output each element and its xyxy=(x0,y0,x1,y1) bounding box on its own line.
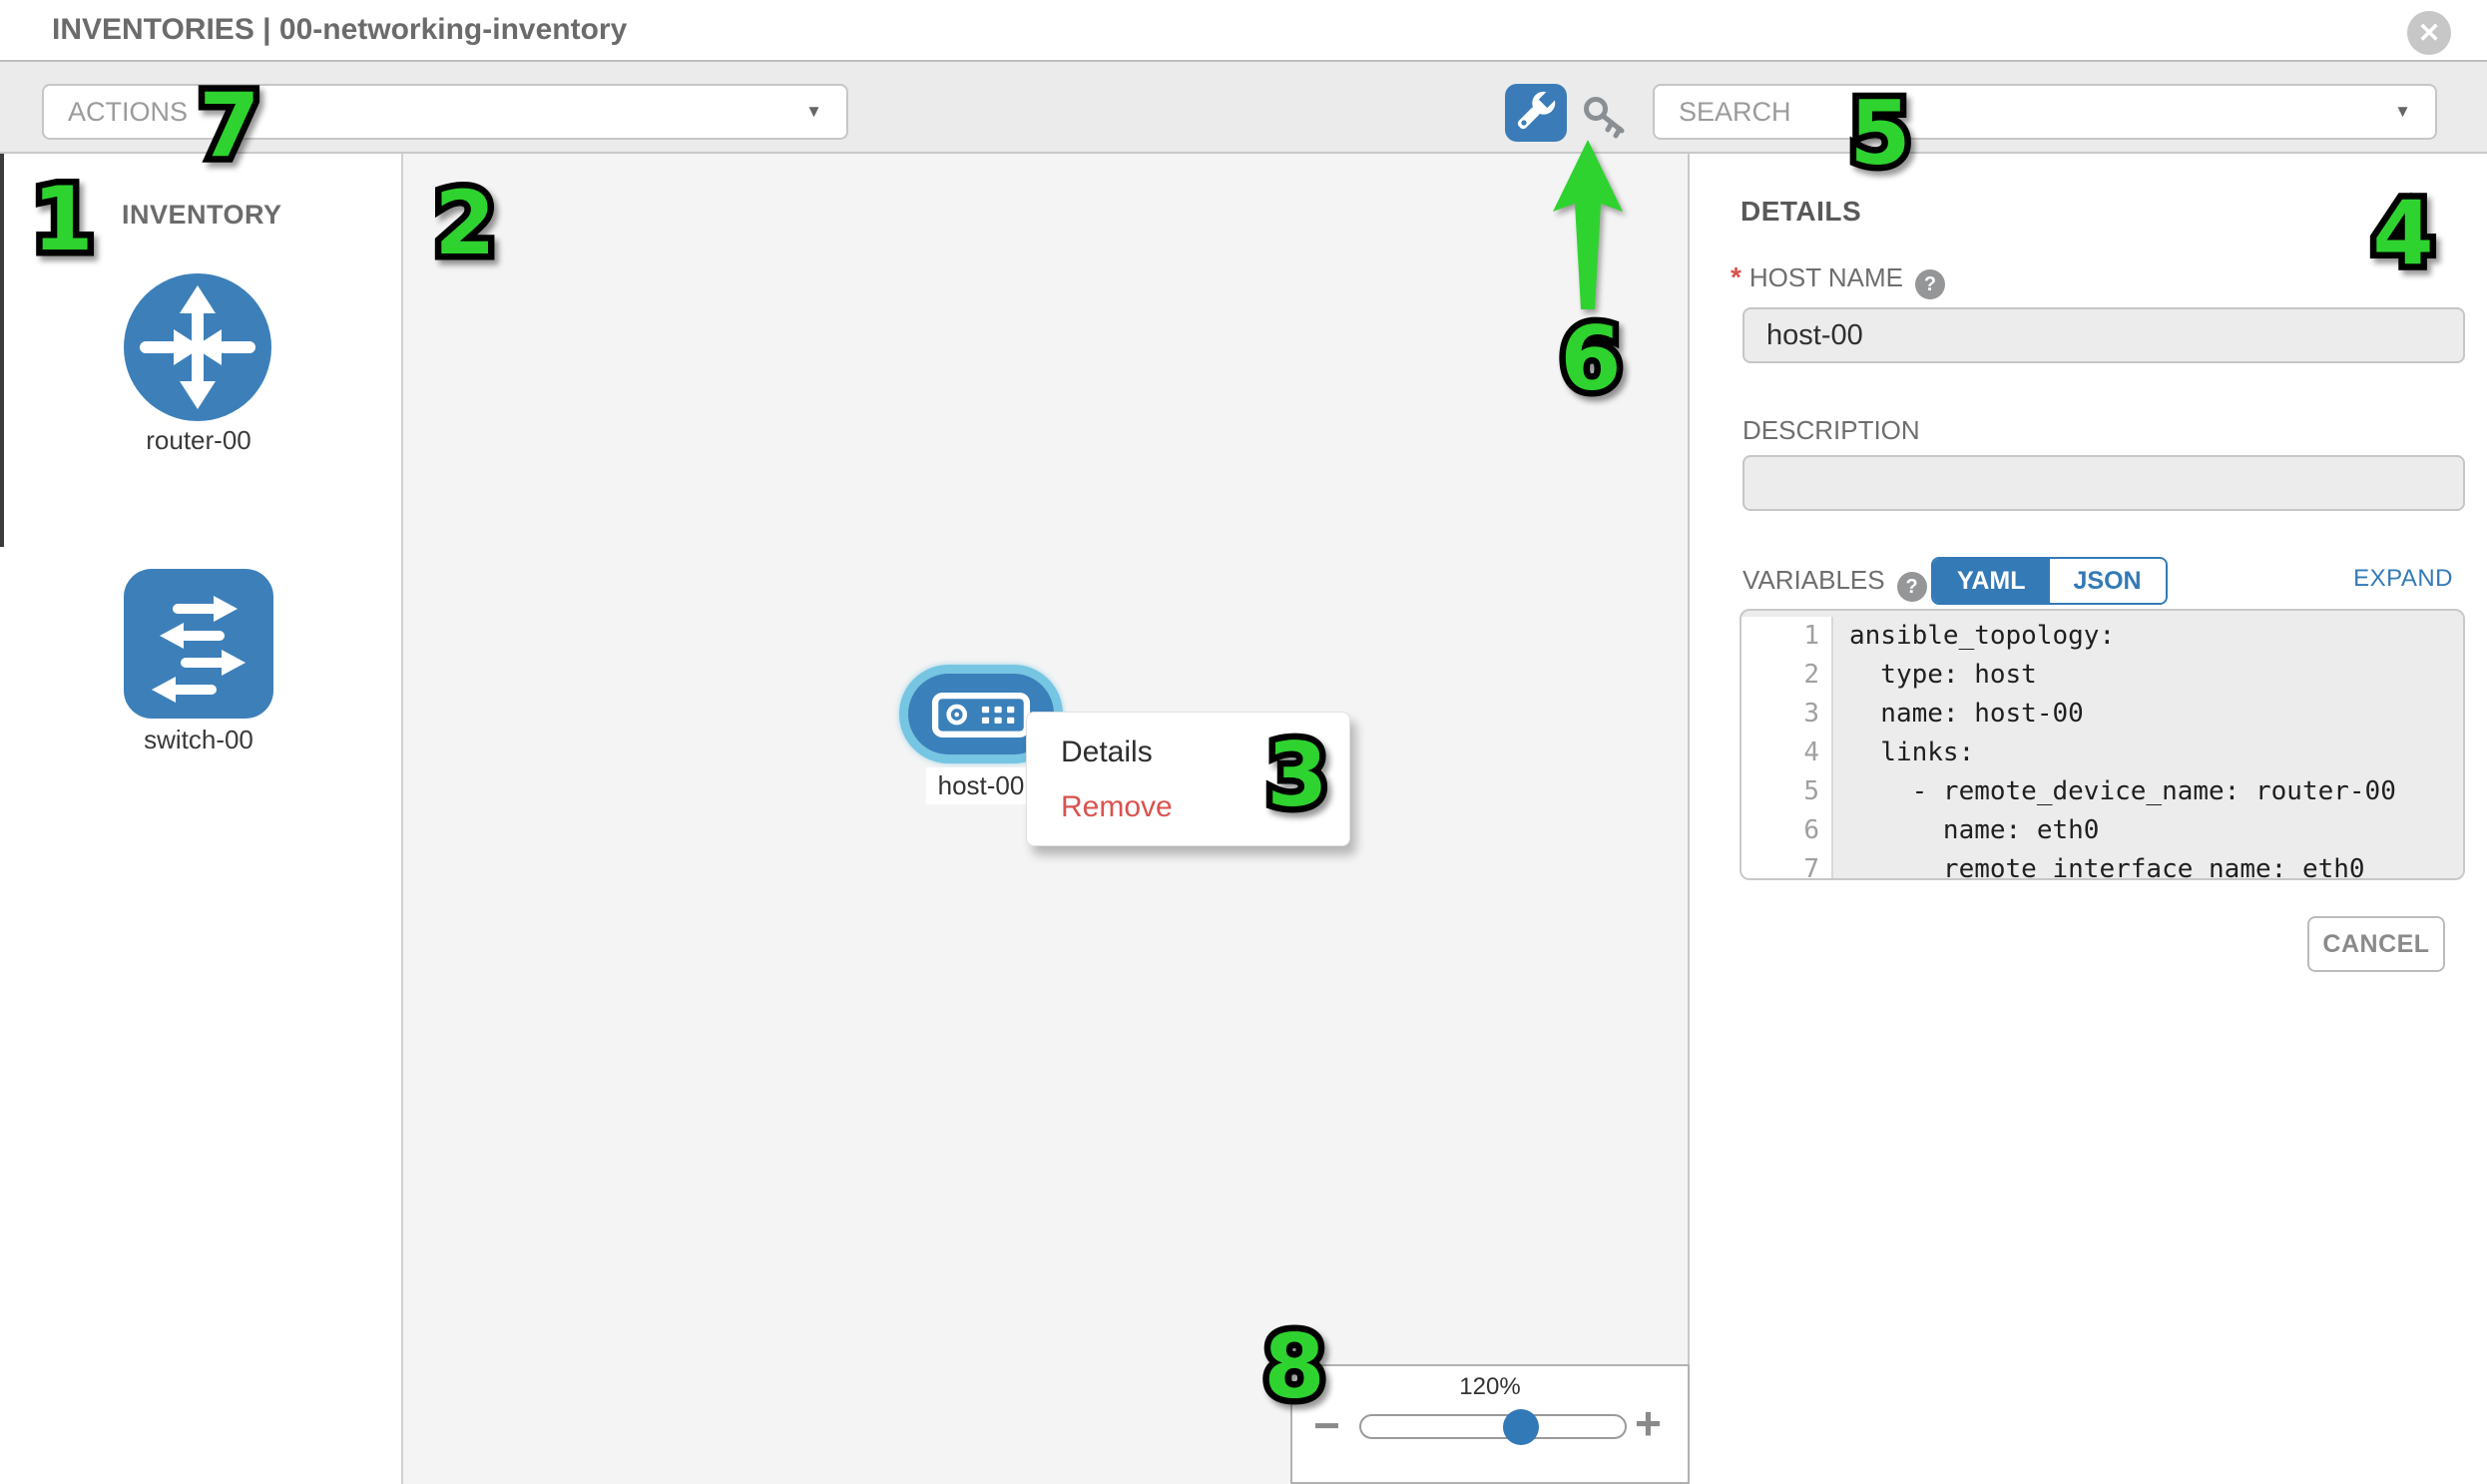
palette-item-switch-label: switch-00 xyxy=(144,725,253,754)
switch-icon xyxy=(124,569,273,719)
zoom-slider-track[interactable] xyxy=(1359,1414,1627,1439)
editor-line-code: name: host-00 xyxy=(1833,695,2463,734)
tools-button[interactable] xyxy=(1505,84,1567,142)
host-name-label: HOST NAME xyxy=(1748,262,1904,292)
context-menu-item-remove[interactable]: Remove xyxy=(1061,790,1173,823)
host-node-label: host-00 xyxy=(925,767,1037,804)
editor-line: 2 type: host xyxy=(1741,656,2463,695)
zoom-level-value: 120% xyxy=(1459,1373,1521,1400)
palette-item-router-label: router-00 xyxy=(146,425,251,455)
editor-line-number: 3 xyxy=(1741,695,1833,734)
zoom-out-button[interactable]: − xyxy=(1313,1399,1340,1451)
editor-line-code: ansible_topology: xyxy=(1833,617,2463,656)
search-dropdown[interactable]: SEARCH ▼ xyxy=(1653,84,2437,140)
variables-format-toggle: YAML JSON xyxy=(1931,557,2168,605)
editor-line-number: 6 xyxy=(1741,811,1833,850)
cancel-button[interactable]: CANCEL xyxy=(2307,916,2445,972)
host-icon xyxy=(931,692,1031,738)
search-input[interactable]: SEARCH xyxy=(1679,96,1791,127)
host-name-label-row: * HOST NAME? xyxy=(1731,261,1946,299)
editor-line-code: remote_interface_name: eth0 xyxy=(1833,850,2463,878)
expand-link[interactable]: EXPAND xyxy=(2353,565,2453,592)
details-heading: DETAILS xyxy=(1741,196,1862,227)
variables-editor[interactable]: 1 ansible_topology: 2 type: host 3 name: ho… xyxy=(1740,609,2465,880)
variables-label-row: VARIABLES? xyxy=(1742,565,1927,602)
actions-dropdown-placeholder: ACTIONS xyxy=(68,96,189,127)
editor-line-code: type: host xyxy=(1833,656,2463,695)
key-icon xyxy=(1584,97,1625,139)
editor-line: 4 links: xyxy=(1741,734,2463,772)
help-icon[interactable]: ? xyxy=(1896,572,1927,602)
toggle-yaml[interactable]: YAML xyxy=(1933,559,2050,603)
chevron-down-icon: ▼ xyxy=(2394,102,2411,121)
editor-line: 5 - remote_device_name: router-00 xyxy=(1741,772,2463,811)
toggle-json[interactable]: JSON xyxy=(2049,559,2166,603)
description-field[interactable] xyxy=(1742,455,2465,511)
editor-line-number: 2 xyxy=(1741,656,1833,695)
host-name-field[interactable] xyxy=(1742,307,2465,363)
editor-line-number: 7 xyxy=(1741,850,1833,878)
editor-line-number: 5 xyxy=(1741,772,1833,811)
editor-line: 3 name: host-00 xyxy=(1741,695,2463,734)
editor-line: 7 remote_interface_name: eth0 xyxy=(1741,850,2463,878)
chevron-down-icon: ▼ xyxy=(805,102,822,121)
required-asterisk: * xyxy=(1731,261,1741,292)
editor-line-code: - remote_device_name: router-00 xyxy=(1833,772,2463,811)
context-menu-item-details[interactable]: Details xyxy=(1061,736,1153,768)
credentials-button[interactable] xyxy=(1579,94,1635,150)
editor-line-number: 1 xyxy=(1741,617,1833,656)
variables-label: VARIABLES xyxy=(1742,565,1885,595)
page-title: INVENTORIES | 00-networking-inventory xyxy=(52,13,628,46)
description-label: DESCRIPTION xyxy=(1742,415,1920,445)
editor-line: 6 name: eth0 xyxy=(1741,811,2463,850)
actions-dropdown[interactable]: ACTIONS ▼ xyxy=(42,84,848,140)
zoom-slider-thumb[interactable] xyxy=(1503,1409,1539,1445)
editor-line-number: 4 xyxy=(1741,734,1833,772)
wrench-icon xyxy=(1517,87,1560,130)
palette-heading: INVENTORY xyxy=(122,200,282,230)
page-header xyxy=(0,0,2487,62)
palette-item-router[interactable] xyxy=(122,271,273,428)
editor-line: 1 ansible_topology: xyxy=(1741,617,2463,656)
node-context-menu: Details Remove xyxy=(1026,712,1350,846)
close-icon[interactable]: ✕ xyxy=(2407,11,2451,55)
editor-line-code: links: xyxy=(1833,734,2463,772)
palette-item-switch[interactable] xyxy=(124,569,273,724)
zoom-in-button[interactable]: + xyxy=(1635,1397,1662,1449)
help-icon[interactable]: ? xyxy=(1915,269,1946,299)
palette-scrollbar[interactable] xyxy=(0,154,4,547)
editor-line-code: name: eth0 xyxy=(1833,811,2463,850)
router-icon xyxy=(124,273,271,421)
variables-editor-rows: 1 ansible_topology: 2 type: host 3 name: ho… xyxy=(1741,617,2463,878)
